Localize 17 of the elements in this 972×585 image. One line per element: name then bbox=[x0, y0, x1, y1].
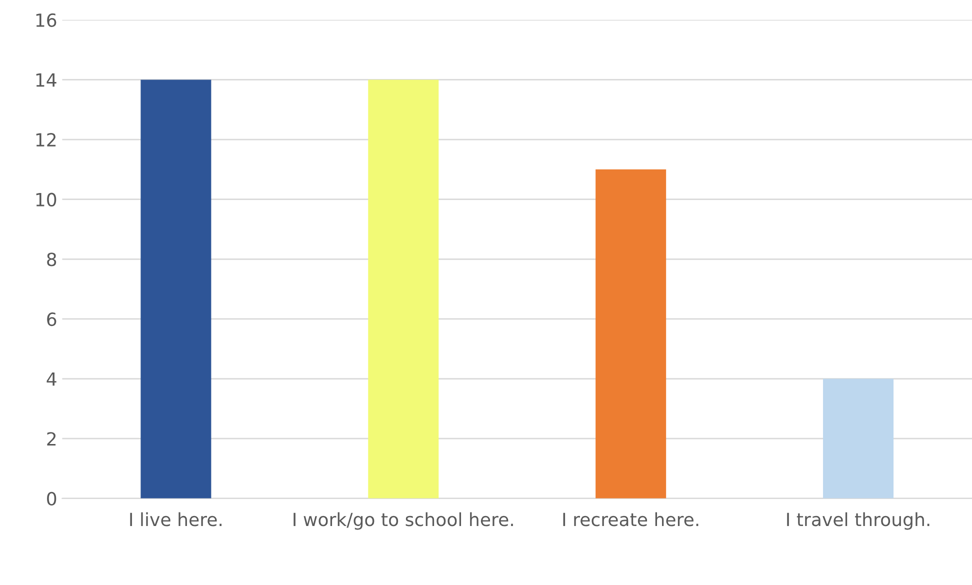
bar bbox=[368, 80, 439, 498]
x-tick-label: I recreate here. bbox=[563, 512, 698, 526]
y-tick-label: 6 bbox=[47, 312, 56, 326]
y-tick-label: 10 bbox=[36, 192, 56, 206]
x-tick-label: I work/go to school here. bbox=[294, 512, 513, 530]
x-tick-label: I live here. bbox=[130, 512, 222, 526]
bar bbox=[596, 169, 666, 498]
y-tick-label: 8 bbox=[47, 252, 56, 266]
bar bbox=[140, 80, 212, 498]
y-tick-label: 14 bbox=[36, 73, 56, 87]
y-tick-label: 16 bbox=[36, 13, 56, 28]
y-tick-label: 12 bbox=[36, 132, 56, 146]
y-tick-label: 2 bbox=[47, 432, 56, 446]
x-tick-label: I travel through. bbox=[787, 512, 930, 530]
y-tick-label: 0 bbox=[47, 492, 56, 506]
y-tick-label: 4 bbox=[46, 372, 56, 386]
bar bbox=[823, 378, 894, 498]
